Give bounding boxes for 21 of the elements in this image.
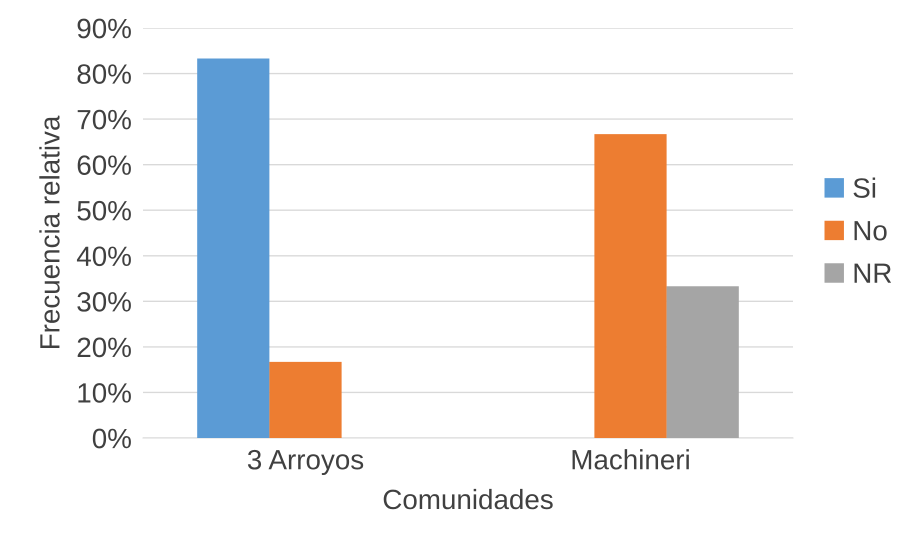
y-tick-label: 80% [78,64,131,84]
legend-label: NR [854,264,892,283]
legend-label: Si [854,177,876,198]
y-tick-label: 0% [92,428,131,448]
bar [666,286,739,438]
y-tick-label: 40% [76,246,131,266]
y-tick-label: 70% [78,110,131,130]
bar [197,58,270,438]
y-tick-label: 90% [78,18,131,38]
y-tick-label: 10% [78,383,131,403]
y-tick-label: 60% [78,155,131,176]
x-axis-title: Comunidades [384,488,553,510]
legend-label: No [854,221,887,240]
x-tick-label: Machineri [572,449,689,470]
bar [269,362,342,438]
y-tick-label: 30% [77,292,131,312]
y-axis-title: Frecuencia relativa [39,116,60,348]
y-tick-label: 20% [78,338,131,358]
x-tick-label: 3 Arroyos [248,450,364,476]
y-tick-label: 50% [77,200,131,221]
bar [594,134,667,438]
